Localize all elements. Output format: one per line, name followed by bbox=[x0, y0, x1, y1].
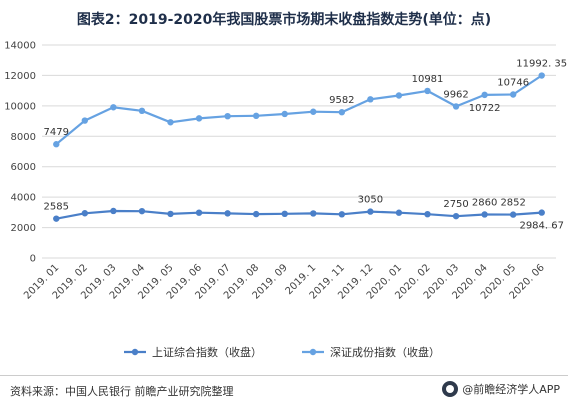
data-labels: 2585 3050 2750 2860 2852 2984. 67 7479 9582 1098… bbox=[44, 59, 568, 232]
data-point bbox=[395, 92, 403, 99]
data-point bbox=[110, 207, 117, 215]
data-label: 11992. 35 bbox=[516, 59, 567, 70]
data-point bbox=[538, 72, 545, 79]
data-point bbox=[224, 210, 231, 217]
data-point bbox=[252, 112, 260, 120]
data-label: 2585 bbox=[44, 202, 69, 213]
data-point bbox=[367, 96, 374, 103]
y-tick-label: 12000 bbox=[4, 71, 36, 82]
footer: 资料来源：中国人民银行 前瞻产业研究院整理 @前瞻经济学人APP bbox=[0, 375, 568, 409]
data-point bbox=[195, 209, 203, 216]
data-point bbox=[281, 210, 288, 218]
data-point bbox=[424, 210, 431, 218]
data-point bbox=[395, 209, 403, 216]
y-tick-label: 2000 bbox=[11, 223, 36, 234]
data-point bbox=[224, 112, 231, 120]
data-point bbox=[481, 91, 488, 99]
data-point bbox=[81, 210, 89, 217]
legend-marker bbox=[309, 348, 317, 356]
y-tick-label: 4000 bbox=[11, 193, 36, 204]
data-point bbox=[281, 110, 288, 118]
gridlines bbox=[42, 44, 556, 259]
y-tick-label: 0 bbox=[30, 254, 36, 265]
data-point bbox=[138, 207, 146, 215]
data-point bbox=[53, 215, 60, 222]
data-point bbox=[81, 117, 89, 124]
data-label: 9962 bbox=[443, 89, 468, 100]
line-chart: 0 2000 4000 6000 8000 10000 12000 14000 2019. 0… bbox=[4, 41, 568, 360]
legend: 上证综合指数（收盘） 深证成份指数（收盘） bbox=[124, 345, 440, 359]
legend-marker bbox=[131, 348, 139, 356]
legend-label: 上证综合指数（收盘） bbox=[152, 345, 262, 359]
series-lines bbox=[53, 72, 545, 222]
data-point bbox=[167, 210, 174, 218]
data-point bbox=[195, 115, 203, 122]
data-point bbox=[167, 119, 174, 126]
data-point bbox=[452, 212, 460, 220]
brand-mark-icon bbox=[442, 381, 459, 397]
series-line bbox=[55, 74, 543, 146]
data-point bbox=[53, 141, 60, 148]
y-tick-label: 8000 bbox=[11, 132, 36, 143]
data-point bbox=[424, 87, 431, 95]
data-point bbox=[138, 107, 146, 115]
y-tick-label: 10000 bbox=[4, 101, 36, 112]
data-label: 9582 bbox=[329, 95, 354, 106]
data-point bbox=[110, 104, 117, 111]
y-axis-ticks: 0 2000 4000 6000 8000 10000 12000 14000 bbox=[4, 41, 36, 265]
data-label: 10746 bbox=[497, 78, 529, 89]
data-point bbox=[338, 211, 346, 218]
legend-label: 深证成份指数（收盘） bbox=[330, 345, 440, 359]
chart-title: 图表2：2019-2020年我国股票市场期末收盘指数走势(单位：点) bbox=[76, 12, 492, 28]
data-point bbox=[252, 210, 260, 218]
y-tick-label: 6000 bbox=[11, 162, 36, 173]
data-label: 2852 bbox=[500, 198, 525, 209]
data-label: 3050 bbox=[358, 195, 383, 206]
brand-text: @前瞻经济学人APP bbox=[462, 383, 560, 396]
series-line bbox=[56, 209, 542, 220]
data-point bbox=[310, 108, 317, 115]
data-point bbox=[452, 103, 460, 110]
data-label: 2750 bbox=[443, 199, 468, 210]
data-point bbox=[310, 210, 317, 217]
data-point bbox=[338, 109, 346, 116]
source-note: 资料来源：中国人民银行 前瞻产业研究院整理 bbox=[10, 385, 234, 398]
brand-logo: @前瞻经济学人APP bbox=[442, 381, 560, 397]
data-label: 2860 bbox=[472, 197, 497, 208]
data-point bbox=[509, 91, 517, 98]
data-point bbox=[538, 209, 545, 216]
data-label: 10722 bbox=[469, 103, 501, 114]
data-label: 10981 bbox=[412, 74, 444, 85]
data-point bbox=[367, 208, 374, 215]
data-point bbox=[481, 211, 488, 218]
y-tick-label: 14000 bbox=[4, 41, 36, 52]
data-label: 2984. 67 bbox=[519, 221, 564, 232]
data-point bbox=[509, 211, 517, 218]
data-label: 7479 bbox=[44, 127, 69, 138]
